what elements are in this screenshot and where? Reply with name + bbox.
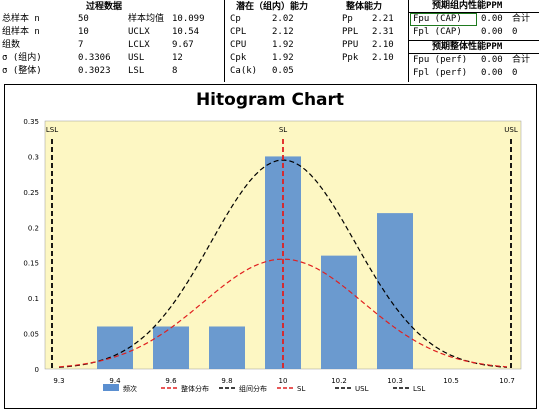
- stat-value: 10.54: [172, 27, 200, 37]
- y-tick-label: 0.25: [23, 189, 39, 197]
- ppm-within-total: 合计: [512, 14, 531, 24]
- overall-capability-header: 整体能力: [346, 2, 383, 12]
- capability-value: 1.92: [272, 53, 294, 63]
- ppm-overall-total: 0: [512, 68, 518, 78]
- ppm-overall-label: Fpu (perf): [413, 55, 468, 65]
- chart-title: Hitogram Chart: [196, 90, 344, 110]
- y-tick-label: 0.1: [28, 295, 39, 303]
- x-tick-label: 10.3: [387, 377, 403, 385]
- legend-swatch: [103, 384, 119, 391]
- capability-label: Ca(k): [230, 66, 258, 76]
- stat-value: 10: [78, 27, 89, 37]
- legend-label: LSL: [413, 385, 425, 393]
- capability-value: 2.02: [272, 14, 294, 24]
- y-tick-label: 0.15: [23, 260, 39, 268]
- ppm-within-value: 0.00: [481, 14, 503, 24]
- stat-label: USL: [128, 53, 145, 63]
- legend-label: 组间分布: [239, 384, 267, 393]
- ppm-within-total: 0: [512, 27, 518, 37]
- y-tick-label: 0.05: [23, 331, 39, 339]
- ppm-overall-header: 预期整体性能PPM: [432, 42, 503, 52]
- divider: [408, 53, 539, 54]
- stat-label: 组数: [2, 40, 21, 50]
- overall-capability-label: Pp: [342, 14, 353, 24]
- ppm-overall-total: 合计: [512, 55, 531, 65]
- process-data-header: 过程数据: [86, 2, 123, 12]
- capability-value: 1.92: [272, 40, 294, 50]
- stat-value: 10.099: [172, 14, 205, 24]
- stat-value: 0.3023: [78, 66, 111, 76]
- divider: [408, 12, 539, 13]
- stat-value: 0.3306: [78, 53, 111, 63]
- stat-label: LCLX: [128, 40, 150, 50]
- capability-label: Cpk: [230, 53, 247, 63]
- capability-value: 2.12: [272, 27, 294, 37]
- ppm-within-header: 预期组内性能PPM: [432, 1, 503, 11]
- overall-capability-value: 2.10: [372, 40, 394, 50]
- stat-label: 样本均值: [128, 14, 165, 24]
- ppm-within-label: Fpu (CAP): [413, 14, 462, 24]
- overall-capability-label: PPU: [342, 40, 359, 50]
- ppm-within-value: 0.00: [481, 27, 503, 37]
- y-tick-label: 0: [35, 366, 39, 374]
- legend-label: SL: [297, 385, 305, 393]
- histogram-bar: [97, 326, 133, 369]
- y-tick-label: 0.35: [23, 118, 39, 126]
- x-tick-label: 10.5: [443, 377, 459, 385]
- histogram-bar: [209, 326, 245, 369]
- usl-label: USL: [504, 126, 518, 134]
- divider: [408, 40, 539, 41]
- overall-capability-label: PPL: [342, 27, 359, 37]
- sl-label: SL: [279, 126, 287, 134]
- overall-capability-value: 2.10: [372, 53, 394, 63]
- capability-label: CPU: [230, 40, 247, 50]
- stat-label: σ (组内): [2, 53, 42, 63]
- capability-value: 0.05: [272, 66, 294, 76]
- stat-value: 8: [172, 66, 178, 76]
- lsl-label: LSL: [46, 126, 58, 134]
- x-tick-label: 9.6: [165, 377, 177, 385]
- histogram-bar: [321, 255, 357, 369]
- capability-label: Cp: [230, 14, 241, 24]
- legend-label: 整体分布: [181, 384, 209, 393]
- capability-label: CPL: [230, 27, 247, 37]
- y-tick-label: 0.2: [28, 224, 39, 232]
- x-tick-label: 9.4: [109, 377, 121, 385]
- stat-label: 总样本 n: [2, 14, 40, 24]
- ppm-overall-value: 0.00: [481, 68, 503, 78]
- stat-value: 50: [78, 14, 89, 24]
- ppm-overall-label: Fpl (perf): [413, 68, 468, 78]
- stat-value: 7: [78, 40, 84, 50]
- histogram-chart: Hitogram Chart 0 0.05 0.1 0.15 0.2 0.25 0.3 0.35…: [4, 84, 537, 409]
- stat-label: σ (整体): [2, 66, 42, 76]
- legend-label: 频次: [123, 384, 137, 393]
- divider: [408, 0, 409, 82]
- x-tick-label: 9.8: [221, 377, 232, 385]
- x-tick-label: 10.7: [499, 377, 515, 385]
- x-tick-label: 10: [279, 377, 288, 385]
- stat-label: 组样本 n: [2, 27, 40, 37]
- potential-capability-header: 潜在（组内）能力: [236, 2, 309, 12]
- stat-value: 12: [172, 53, 183, 63]
- stat-value: 9.67: [172, 40, 194, 50]
- histogram-bar: [153, 326, 189, 369]
- overall-capability-value: 2.31: [372, 27, 394, 37]
- x-tick-label: 10.2: [331, 377, 347, 385]
- y-tick-label: 0.3: [28, 153, 39, 161]
- stat-label: LSL: [128, 66, 145, 76]
- statistics-panel: 过程数据 总样本 n 50 样本均值 10.099 组样本 n 10 UCLX 10.54 组数…: [0, 0, 539, 82]
- x-tick-label: 9.3: [53, 377, 64, 385]
- legend-label: USL: [355, 385, 369, 393]
- ppm-within-label: Fpl (CAP): [413, 27, 462, 37]
- overall-capability-value: 2.21: [372, 14, 394, 24]
- divider: [224, 0, 225, 82]
- overall-capability-label: Ppk: [342, 53, 359, 63]
- ppm-overall-value: 0.00: [481, 55, 503, 65]
- stat-label: UCLX: [128, 27, 150, 37]
- chart-canvas: Hitogram Chart 0 0.05 0.1 0.15 0.2 0.25 0.3 0.35…: [23, 90, 522, 393]
- selected-cell[interactable]: [410, 13, 477, 26]
- histogram-bar: [377, 213, 413, 369]
